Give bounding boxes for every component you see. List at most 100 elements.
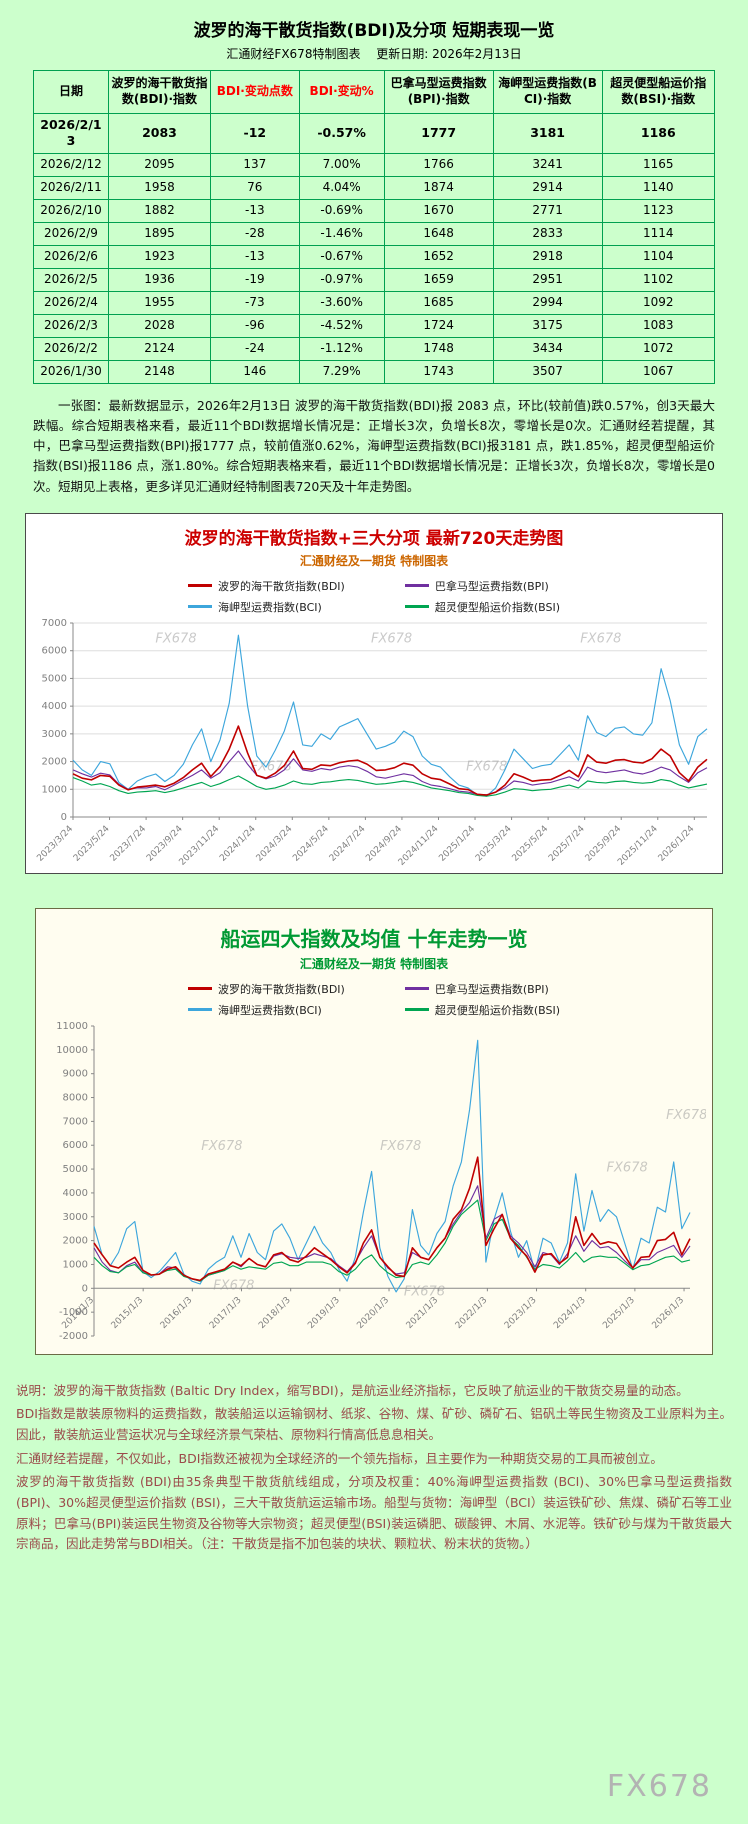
table-cell: 1083 — [601, 313, 716, 338]
table-row: 2026/2/5 1936 -19 -0.97% 1659 2951 1102 — [33, 267, 716, 292]
column-header: 波罗的海干散货指数(BDI)·指数 — [107, 70, 212, 114]
chart-legend-1: 波罗的海干散货指数(BDI) 巴拿马型运费指数(BPI) 海岬型运费指数(BCI) 超… — [36, 981, 712, 1018]
table-row: 2026/1/30 2148 146 7.29% 1743 3507 1067 — [33, 359, 716, 384]
table-cell: 4.04% — [298, 175, 385, 200]
svg-text:FX678: FX678 — [404, 1284, 445, 1299]
table-cell: 2026/2/11 — [33, 175, 109, 200]
legend-label: 巴拿马型运费指数(BPI) — [434, 579, 549, 593]
table-row: 2026/2/9 1895 -28 -1.46% 1648 2833 1114 — [33, 221, 716, 246]
chart-10y-panel: 船运四大指数及均值 十年走势一览 汇通财经及一期货 特制图表 波罗的海干散货指数… — [35, 907, 713, 1355]
chart-720-title: 波罗的海干散货指数+三大分项 最新720天走势图 — [184, 528, 564, 549]
table-cell: -13 — [210, 244, 300, 269]
table-cell: 1104 — [601, 244, 716, 269]
svg-text:2015/1/3: 2015/1/3 — [110, 1295, 146, 1331]
table-cell: 2026/1/30 — [33, 359, 109, 384]
table-cell: 1670 — [383, 198, 494, 223]
svg-text:2000: 2000 — [42, 756, 67, 767]
table-cell: 7.29% — [298, 359, 385, 384]
column-header: BDI·变动% — [298, 70, 385, 114]
table-cell: 2095 — [107, 152, 212, 177]
svg-text:2025/1/3: 2025/1/3 — [601, 1295, 637, 1331]
svg-text:2022/1/3: 2022/1/3 — [454, 1295, 490, 1331]
table-cell: 2914 — [492, 175, 603, 200]
column-header: 巴拿马型运费指数(BPI)·指数 — [383, 70, 494, 114]
legend-label: 海岬型运费指数(BCI) — [217, 600, 322, 614]
chart-720-subtitle: 汇通财经及一期货 特制图表 — [299, 553, 449, 568]
table-cell: 2833 — [492, 221, 603, 246]
legend-item-bci: 海岬型运费指数(BCI) — [187, 599, 345, 615]
svg-text:0: 0 — [61, 812, 67, 823]
svg-text:2017/1/3: 2017/1/3 — [208, 1295, 244, 1331]
table-cell: 1923 — [107, 244, 212, 269]
table-cell: 2026/2/3 — [33, 313, 109, 338]
svg-text:2025/1/24: 2025/1/24 — [437, 824, 477, 864]
legend-item-bsi: 超灵便型船运价指数(BSI) — [404, 1002, 560, 1018]
svg-text:2025/3/24: 2025/3/24 — [474, 824, 514, 864]
svg-text:FX678: FX678 — [201, 1139, 242, 1154]
table-cell: 2028 — [107, 313, 212, 338]
svg-text:2021/1/3: 2021/1/3 — [405, 1295, 441, 1331]
column-header: 海岬型运费指数(BCI)·指数 — [492, 70, 603, 114]
table-cell: -0.97% — [298, 267, 385, 292]
page-title: 波罗的海干散货指数(BDI)及分项 短期表现一览 — [193, 21, 555, 41]
svg-text:11000: 11000 — [56, 1021, 88, 1032]
svg-text:6000: 6000 — [42, 645, 67, 656]
legend-label: 超灵便型船运价指数(BSI) — [434, 600, 560, 614]
table-cell: 2771 — [492, 198, 603, 223]
svg-text:1000: 1000 — [63, 1259, 88, 1270]
table-cell: 1092 — [601, 290, 716, 315]
svg-text:2023/3/24: 2023/3/24 — [35, 824, 75, 864]
table-row: 2026/2/4 1955 -73 -3.60% 1685 2994 1092 — [33, 290, 716, 315]
table-cell: 137 — [210, 152, 300, 177]
svg-text:2023/11/24: 2023/11/24 — [178, 824, 222, 868]
table-note: 一张图：最新数据显示，2026年2月13日 波罗的海干散货指数(BDI)报 20… — [33, 397, 715, 494]
legend-line-bci-icon — [187, 1008, 212, 1012]
svg-text:2023/1/3: 2023/1/3 — [503, 1295, 539, 1331]
svg-text:2024/9/24: 2024/9/24 — [364, 824, 404, 864]
chart-svg-1: -2000 -1000 0 1000 2000 3000 4000 5000 6000 7000 8… — [56, 1021, 706, 1342]
fx678-watermark: FX678 — [606, 1769, 712, 1804]
table-cell: 1955 — [107, 290, 212, 315]
chart-svg-0: 010002000300040005000600070002023/3/2420… — [35, 618, 708, 868]
column-header: 超灵便型船运价指数(BSI)·指数 — [601, 70, 716, 114]
table-cell: 1165 — [601, 152, 716, 177]
svg-text:FX678: FX678 — [380, 1139, 421, 1154]
legend-item-bsi: 超灵便型船运价指数(BSI) — [404, 599, 560, 615]
legend-line-bsi-icon — [404, 605, 429, 609]
svg-text:2023/7/24: 2023/7/24 — [109, 824, 149, 864]
table-cell: -12 — [210, 113, 300, 154]
table-cell: -96 — [210, 313, 300, 338]
table-cell: 1652 — [383, 244, 494, 269]
svg-text:2026/1/3: 2026/1/3 — [651, 1295, 687, 1331]
legend-line-bdi-icon — [187, 987, 212, 991]
table-cell: 2026/2/5 — [33, 267, 109, 292]
chart-720-panel: 波罗的海干散货指数+三大分项 最新720天走势图 汇通财经及一期货 特制图表 波… — [25, 512, 723, 874]
svg-text:2023/5/24: 2023/5/24 — [72, 824, 112, 864]
table-cell: 1072 — [601, 336, 716, 361]
table-cell: 2148 — [107, 359, 212, 384]
table-cell: 3507 — [492, 359, 603, 384]
bdi-table-section: 波罗的海干散货指数(BDI)及分项 短期表现一览 汇通财经FX678特制图表 更… — [0, 0, 748, 497]
svg-text:6000: 6000 — [63, 1140, 88, 1151]
svg-text:2026/1/24: 2026/1/24 — [657, 824, 697, 864]
svg-text:2025/7/24: 2025/7/24 — [547, 824, 587, 864]
bdi-table-head-row: 日期 波罗的海干散货指数(BDI)·指数 BDI·变动点数 BDI·变动% 巴拿马型运费… — [33, 70, 716, 114]
svg-text:-1000: -1000 — [59, 1307, 88, 1318]
table-cell: 1724 — [383, 313, 494, 338]
svg-text:3000: 3000 — [42, 729, 67, 740]
svg-text:FX678: FX678 — [371, 631, 412, 646]
table-cell: 1140 — [601, 175, 716, 200]
svg-text:FX678: FX678 — [666, 1108, 706, 1123]
table-cell: 1659 — [383, 267, 494, 292]
footer-notes: 说明：波罗的海干散货指数 (Baltic Dry Index，缩写BDI)，是航… — [16, 1381, 732, 1555]
svg-text:5000: 5000 — [63, 1164, 88, 1175]
legend-line-bsi-icon — [404, 1008, 429, 1012]
bdi-table: 日期 波罗的海干散货指数(BDI)·指数 BDI·变动点数 BDI·变动% 巴拿马型运费… — [33, 70, 716, 384]
table-cell: 2994 — [492, 290, 603, 315]
table-cell: -3.60% — [298, 290, 385, 315]
table-cell: 1874 — [383, 175, 494, 200]
table-cell: 1882 — [107, 198, 212, 223]
table-cell: 1123 — [601, 198, 716, 223]
svg-text:9000: 9000 — [63, 1068, 88, 1079]
